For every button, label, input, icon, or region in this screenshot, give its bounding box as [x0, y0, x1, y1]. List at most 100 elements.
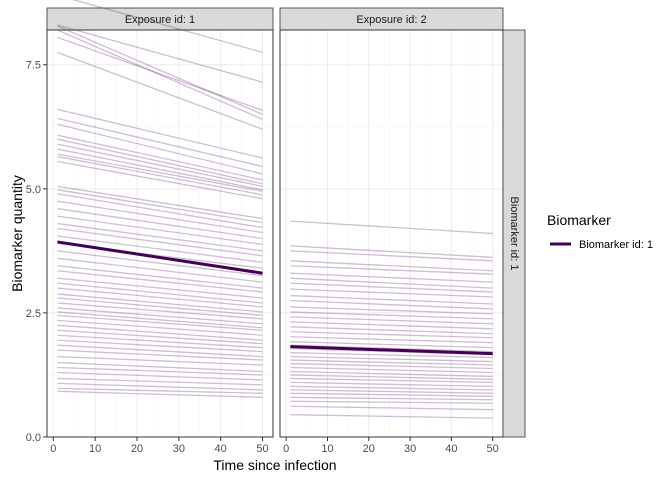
x-tick-label: 40 [445, 443, 457, 455]
trajectory-line [290, 344, 493, 353]
trajectory-line [290, 355, 493, 363]
x-tick-label: 50 [487, 443, 499, 455]
trajectory-line [57, 371, 263, 381]
x-tick-label: 20 [131, 443, 143, 455]
trajectory-line [57, 377, 263, 386]
trajectory-line [57, 29, 263, 120]
trajectory-line [290, 316, 493, 325]
trajectory-line [290, 392, 493, 397]
trajectory-line [57, 185, 263, 220]
trajectory-line [57, 329, 263, 345]
trajectory-line [290, 220, 493, 235]
trajectory-line [290, 385, 493, 391]
trajectory-line [57, 134, 263, 181]
series-line-biomarker-1 [57, 240, 263, 275]
panel-background [280, 30, 503, 437]
trajectory-line [290, 265, 493, 275]
trajectory-line [57, 153, 263, 192]
trajectory-line [290, 326, 493, 335]
trajectory-line [57, 143, 263, 187]
trajectory-line [57, 302, 263, 320]
trajectory-line [57, 208, 263, 240]
trajectory-line [57, 36, 263, 112]
trajectory-line [290, 396, 493, 401]
trajectory-line [57, 314, 263, 331]
x-tick-label: 30 [404, 443, 416, 455]
trajectory-line [57, 277, 263, 299]
trajectory-line [290, 400, 493, 404]
trajectory-line [57, 349, 263, 361]
trajectory-line [290, 381, 493, 388]
legend-entry-label: Biomarker id: 1 [579, 239, 653, 251]
trajectory-line [57, 319, 263, 336]
trajectory-line [57, 108, 263, 159]
trajectory-line [57, 387, 263, 394]
trajectory-line [290, 294, 493, 305]
trajectory-line [290, 306, 493, 315]
trajectory-line [290, 389, 493, 394]
trajectory-line [57, 287, 263, 308]
row-strip-label: Biomarker id: 1 [508, 197, 520, 271]
series-line-biomarker-1 [290, 345, 493, 356]
facet-strip-label: Exposure id: 2 [356, 14, 426, 26]
trajectory-line [290, 405, 493, 411]
x-tick-label: 20 [363, 443, 375, 455]
x-tick-label: 10 [89, 443, 101, 455]
x-tick-label: 10 [321, 443, 333, 455]
trajectory-line [290, 359, 493, 366]
trajectory-line [57, 339, 263, 353]
y-tick-label: 7.5 [26, 60, 41, 72]
facet-strip-label: Exposure id: 1 [125, 14, 195, 26]
trajectory-line [57, 334, 263, 349]
trajectory-line [290, 321, 493, 330]
x-tick-label: 50 [256, 443, 268, 455]
trajectory-line [57, 282, 263, 304]
trajectory-line [57, 24, 263, 83]
trajectory-line [57, 222, 263, 252]
y-tick-label: 0.0 [26, 432, 41, 444]
trajectory-line [57, 215, 263, 246]
trajectory-line [57, 193, 263, 229]
panel-border [46, 29, 274, 438]
trajectory-line [57, 235, 263, 263]
row-strip [502, 29, 526, 438]
trajectory-line [290, 288, 493, 298]
trajectory-line [290, 311, 493, 320]
trajectory-line [290, 282, 493, 293]
trajectory-line [57, 307, 263, 325]
trajectory-line [57, 138, 263, 185]
y-tick-label: 2.5 [26, 308, 41, 320]
panel-background [47, 30, 273, 437]
x-tick-label: 30 [173, 443, 185, 455]
x-tick-label: 0 [50, 443, 56, 455]
trajectory-line [290, 250, 493, 262]
trajectory-line [57, 155, 263, 196]
trajectory-line [57, 148, 263, 191]
trajectory-line [57, 51, 263, 130]
trajectory-line [57, 324, 263, 341]
trajectory-line [57, 117, 263, 168]
trajectory-line [290, 299, 493, 310]
trajectory-line [57, 160, 263, 200]
trajectory-line [57, 265, 263, 289]
trajectory-line [57, 257, 263, 283]
trajectory-line [57, 361, 263, 373]
x-tick-label: 40 [215, 443, 227, 455]
trajectory-line [57, 250, 263, 277]
trajectory-line [57, 366, 263, 376]
trajectory-line [290, 362, 493, 370]
trajectory-line [290, 336, 493, 344]
trajectory-line [57, 25, 263, 115]
x-tick-label: 0 [283, 443, 289, 455]
trajectory-line [72, 0, 263, 53]
trajectory-line [57, 123, 263, 175]
trajectory-line [290, 374, 493, 381]
trajectory-line [290, 260, 493, 272]
trajectory-line [57, 355, 263, 366]
trajectory-line [57, 311, 263, 329]
trajectory-line [57, 293, 263, 313]
x-axis-title: Time since infection [213, 457, 336, 473]
trajectory-line [290, 370, 493, 378]
y-axis-title: Biomarker quantity [9, 175, 25, 292]
